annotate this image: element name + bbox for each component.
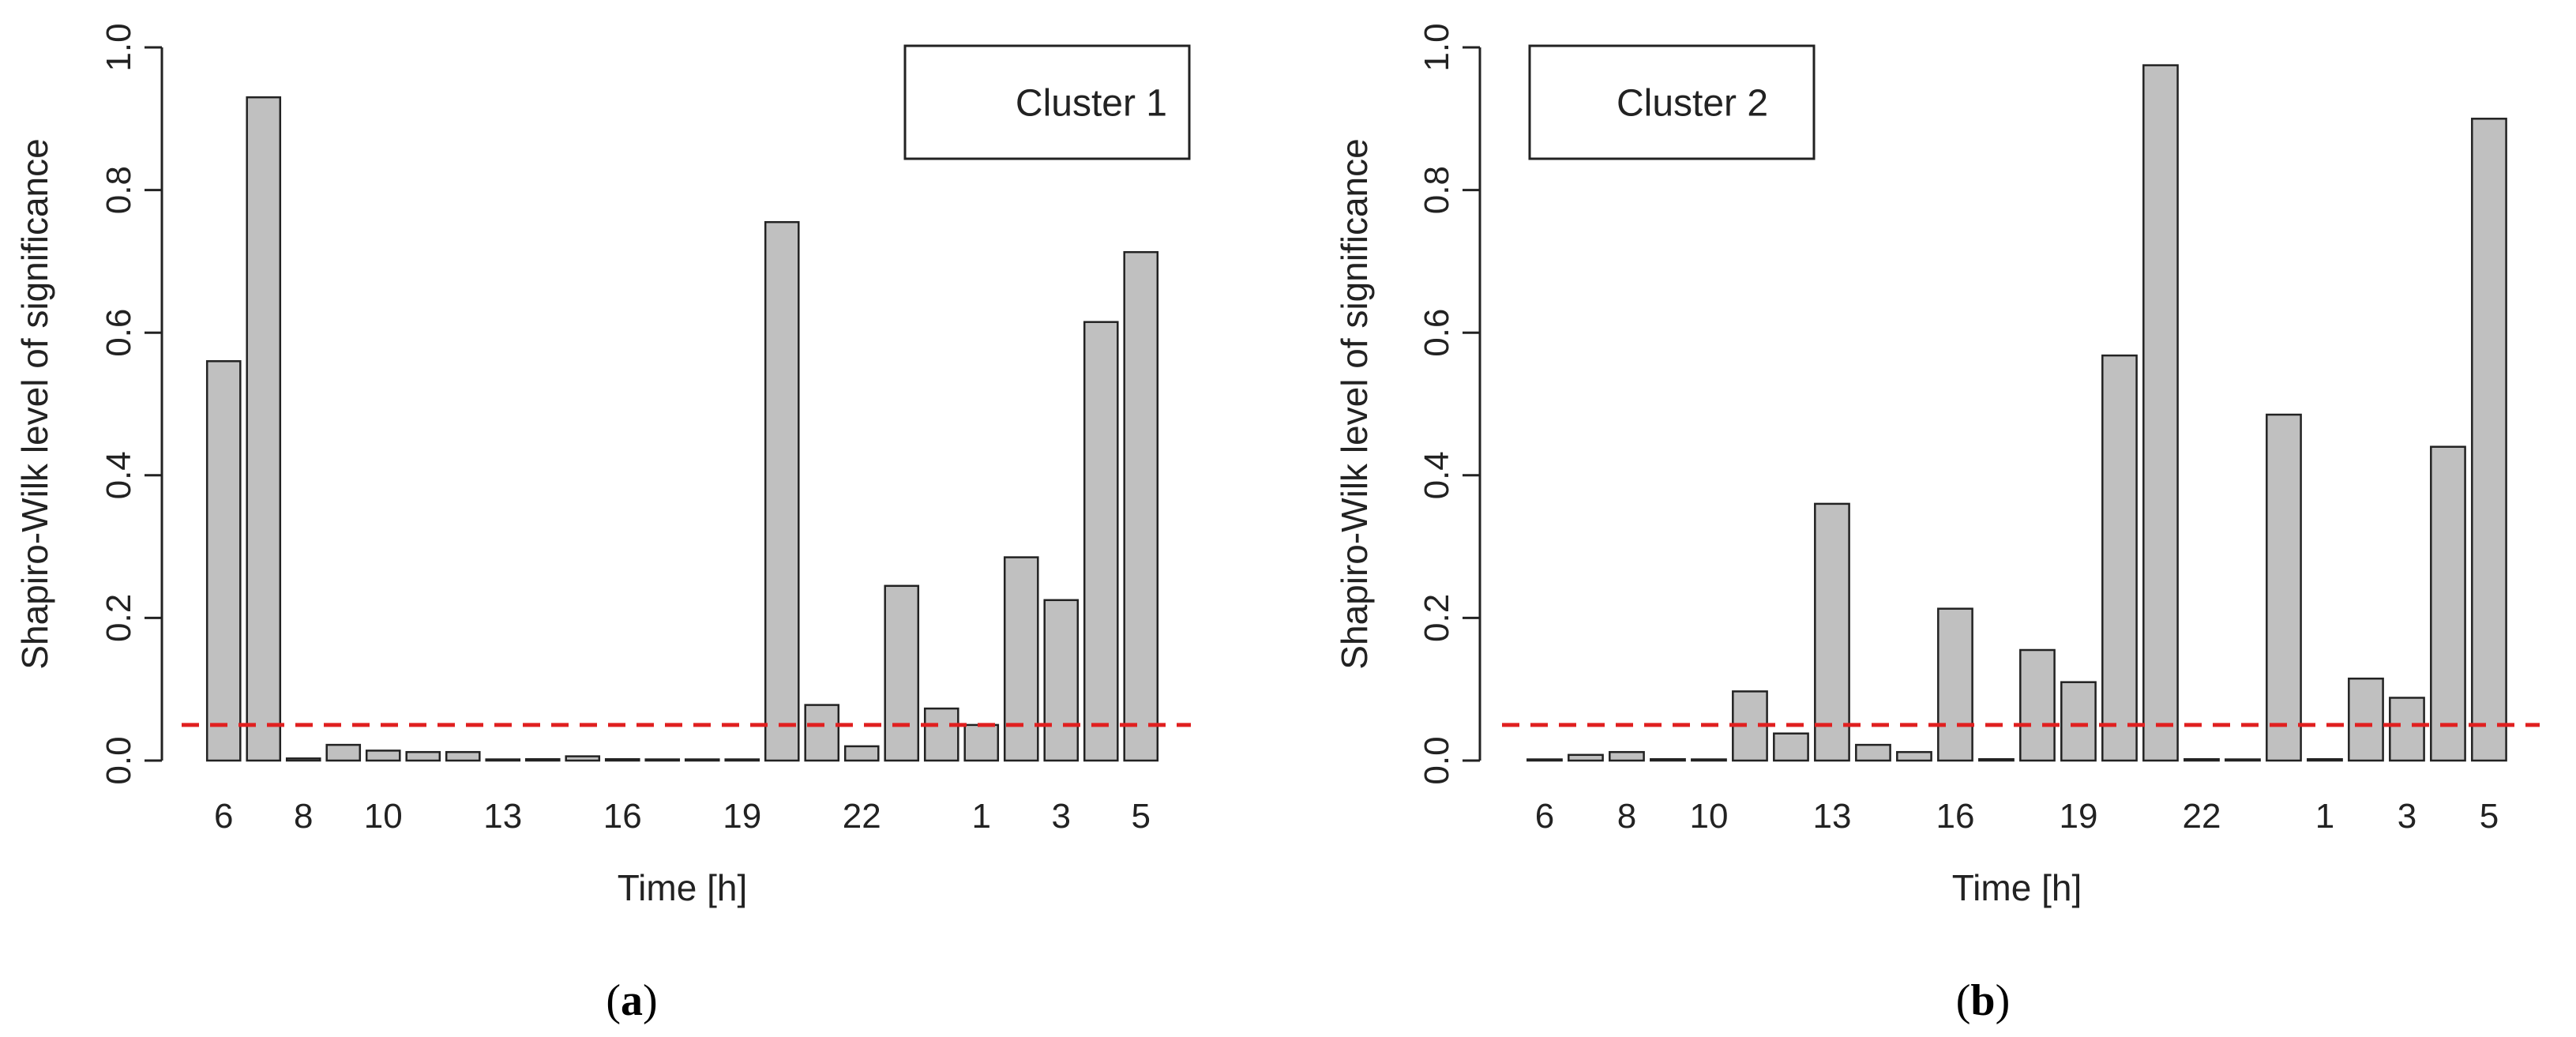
x-tick-label: 8 [1617,797,1636,836]
legend-box [1528,44,1816,160]
bar-6 [205,360,242,762]
y-axis-title: Shapiro-Wilk level of significance [14,138,55,669]
caption-paren: ) [1996,976,2011,1025]
x-tick-label: 6 [214,797,233,836]
x-axis-title: Time [h] [618,867,747,908]
bar-18 [684,758,720,762]
y-tick-label: 0.4 [100,451,138,499]
bar-16 [1937,607,1973,762]
bar-23 [2225,758,2261,762]
bar-10 [365,750,401,762]
y-tick-label: 0.6 [100,309,138,357]
bar-3 [2389,697,2425,762]
bar-21 [2142,64,2179,762]
x-tick-label: 8 [294,797,313,836]
bar-15 [1896,750,1932,762]
bar-19 [2060,681,2097,762]
x-tick-label: 16 [1936,797,1975,836]
y-tick-label: 0.8 [100,166,138,214]
bar-15 [565,755,601,762]
bar-9 [1650,757,1686,762]
bar-2 [2348,677,2384,762]
legend-label: Cluster 2 [1617,83,1768,125]
caption-letter: b [1970,976,1995,1025]
bar-2 [1003,556,1039,762]
bar-13 [485,758,521,762]
x-tick-label: 1 [972,797,991,836]
x-tick-label: 16 [603,797,642,836]
x-tick-label: 3 [2398,797,2416,836]
x-tick-label: 6 [1535,797,1554,836]
bar-6 [1526,758,1563,762]
bar-5 [1123,250,1159,762]
bar-1 [2307,757,2343,762]
x-tick-label: 19 [723,797,761,836]
x-tick-label: 5 [2480,797,2499,836]
bar-7 [246,96,282,762]
y-tick-label: 1.0 [1418,23,1456,71]
x-tick-label: 10 [1690,797,1729,836]
caption-paren: ) [643,976,658,1025]
x-tick-label: 3 [1052,797,1071,836]
x-tick-label: 13 [483,797,522,836]
y-tick-label: 0.0 [1418,736,1456,784]
y-tick-label: 0.0 [100,736,138,784]
legend-label: Cluster 1 [1016,83,1167,125]
bar-3 [1043,599,1080,762]
y-tick-label: 0.2 [1418,594,1456,642]
x-tick-label: 22 [843,797,881,836]
bar-20 [764,220,800,762]
bar-16 [604,757,640,762]
bar-9 [325,743,362,762]
bar-21 [804,704,840,762]
bar-14 [524,757,561,762]
bar-14 [1855,743,1891,762]
bar-7 [1568,753,1604,762]
bar-18 [2019,648,2056,762]
bar-20 [2101,354,2138,762]
bar-0 [2266,413,2302,762]
x-tick-label: 22 [2183,797,2221,836]
bar-11 [405,750,441,762]
caption-paren: ( [606,976,621,1025]
bar-23 [884,584,920,762]
legend-box [903,44,1191,160]
bar-22 [2184,757,2220,762]
caption-letter: a [621,976,643,1025]
x-axis-title: Time [h] [1952,867,2082,908]
bar-10 [1691,758,1727,762]
x-tick-label: 13 [1813,797,1852,836]
y-tick-label: 0.8 [1418,166,1456,214]
x-tick-label: 1 [2315,797,2334,836]
panel-caption: (a) [606,976,657,1025]
bar-1 [963,723,1000,762]
bar-12 [445,750,481,762]
bar-4 [1083,321,1119,762]
x-tick-label: 19 [2060,797,2098,836]
bar-12 [1773,732,1809,762]
bar-22 [843,745,880,762]
bar-4 [2430,445,2466,762]
x-tick-label: 5 [1132,797,1151,836]
bar-19 [724,758,760,762]
bar-8 [1609,750,1645,762]
y-tick-label: 0.2 [100,594,138,642]
bar-0 [923,707,959,762]
bar-5 [2471,118,2507,762]
x-tick-label: 10 [364,797,403,836]
panel-caption: (b) [1956,976,2010,1025]
y-axis-title: Shapiro-Wilk level of significance [1334,138,1375,669]
y-tick-label: 0.4 [1418,451,1456,499]
bar-17 [644,758,681,762]
y-tick-label: 1.0 [100,23,138,71]
bar-13 [1814,502,1850,762]
caption-paren: ( [1956,976,1971,1025]
bar-8 [285,757,321,762]
bar-17 [1978,757,2015,762]
y-tick-label: 0.6 [1418,309,1456,357]
